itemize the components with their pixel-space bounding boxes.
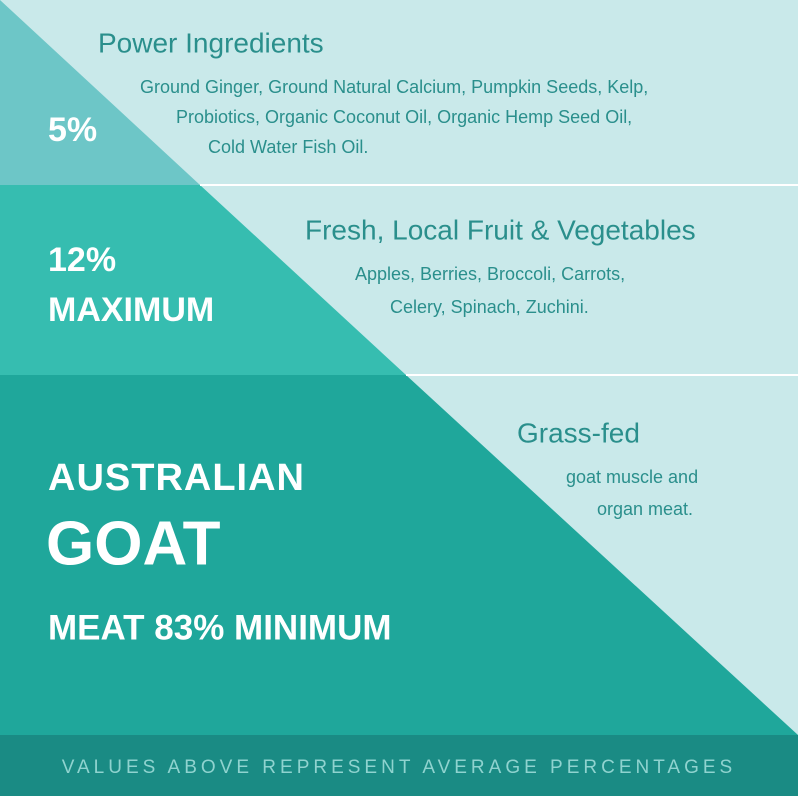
tier-description: Celery, Spinach, Zuchini.	[390, 297, 589, 317]
tier-band-bottom	[0, 375, 798, 735]
tier-badge: MEAT 83% MINIMUM	[48, 608, 392, 647]
tier-band-middle	[0, 185, 406, 375]
footer-bar	[0, 735, 798, 796]
footer-note: VALUES ABOVE REPRESENT AVERAGE PERCENTAG…	[62, 757, 736, 778]
tier-band-top	[0, 0, 200, 185]
tier-description: goat muscle and	[566, 467, 698, 487]
tier-title: Grass-fed	[517, 417, 640, 448]
tier-badge: 5%	[48, 111, 97, 149]
tier-description: Cold Water Fish Oil.	[208, 137, 368, 157]
tier-description: Probiotics, Organic Coconut Oil, Organic…	[176, 107, 632, 127]
tier-badge: MAXIMUM	[48, 291, 214, 329]
tier-badge: GOAT	[46, 509, 221, 578]
tier-title: Fresh, Local Fruit & Vegetables	[305, 214, 696, 245]
tier-description: organ meat.	[597, 499, 693, 519]
tier-badge: AUSTRALIAN	[48, 457, 305, 499]
tier-badge: 12%	[48, 241, 116, 279]
tier-title: Power Ingredients	[98, 27, 324, 58]
tier-description: Apples, Berries, Broccoli, Carrots,	[355, 264, 625, 284]
tier-description: Ground Ginger, Ground Natural Calcium, P…	[140, 77, 648, 97]
